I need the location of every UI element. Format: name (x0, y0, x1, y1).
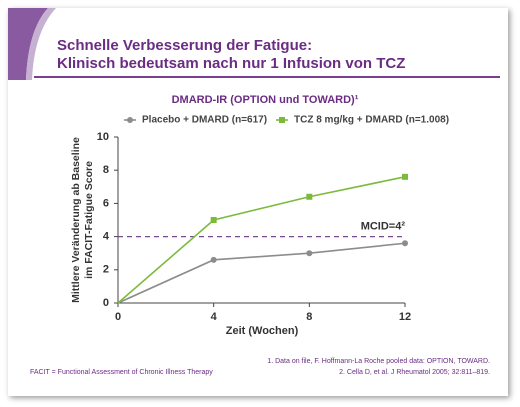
data-point (402, 173, 408, 180)
decoration (8, 8, 48, 80)
decoration (26, 8, 56, 80)
y-axis-label: Mittlere Veränderung ab Baseline (70, 137, 82, 303)
data-point (306, 193, 313, 200)
abbreviation: FACIT = Functional Assessment of Chronic… (30, 369, 213, 376)
data-point (402, 240, 408, 247)
series-line (117, 242, 406, 304)
y-tick-label: 10 (97, 131, 109, 143)
slide-title: Schnelle Verbesserung der Fatigue: (57, 37, 312, 54)
legend-marker (127, 117, 133, 123)
chart-title: DMARD-IR (OPTION und TOWARD)¹ (172, 94, 359, 106)
legend-marker (279, 117, 285, 123)
slide-title: Klinisch bedeutsam nach nur 1 Infusion v… (57, 55, 405, 72)
legend-label: Placebo + DMARD (n=617) (142, 115, 267, 126)
series-line (117, 176, 406, 304)
y-tick-label: 4 (103, 231, 110, 243)
footnote: 2. Cella D, et al. J Rheumatol 2005; 32:… (339, 369, 490, 376)
data-point (210, 256, 217, 263)
reference-label: MCID=4² (361, 221, 406, 233)
y-tick-label: 6 (103, 197, 109, 209)
y-axis-label: im FACIT-Fatigue Score (83, 161, 95, 279)
data-point (210, 217, 217, 223)
x-tick-label: 8 (306, 311, 312, 323)
y-tick-label: 0 (103, 297, 109, 309)
data-point (306, 250, 313, 257)
x-tick-label: 12 (399, 311, 411, 323)
y-tick-label: 2 (103, 264, 109, 276)
y-tick-label: 8 (103, 164, 109, 176)
slide-frame (8, 8, 508, 396)
x-tick-label: 0 (115, 311, 121, 323)
x-tick-label: 4 (211, 311, 218, 323)
legend-label: TCZ 8 mg/kg + DMARD (n=1.008) (294, 115, 449, 126)
x-axis-label: Zeit (Wochen) (226, 325, 299, 337)
footnote: 1. Data on file, F. Hoffmann-La Roche po… (267, 358, 490, 365)
